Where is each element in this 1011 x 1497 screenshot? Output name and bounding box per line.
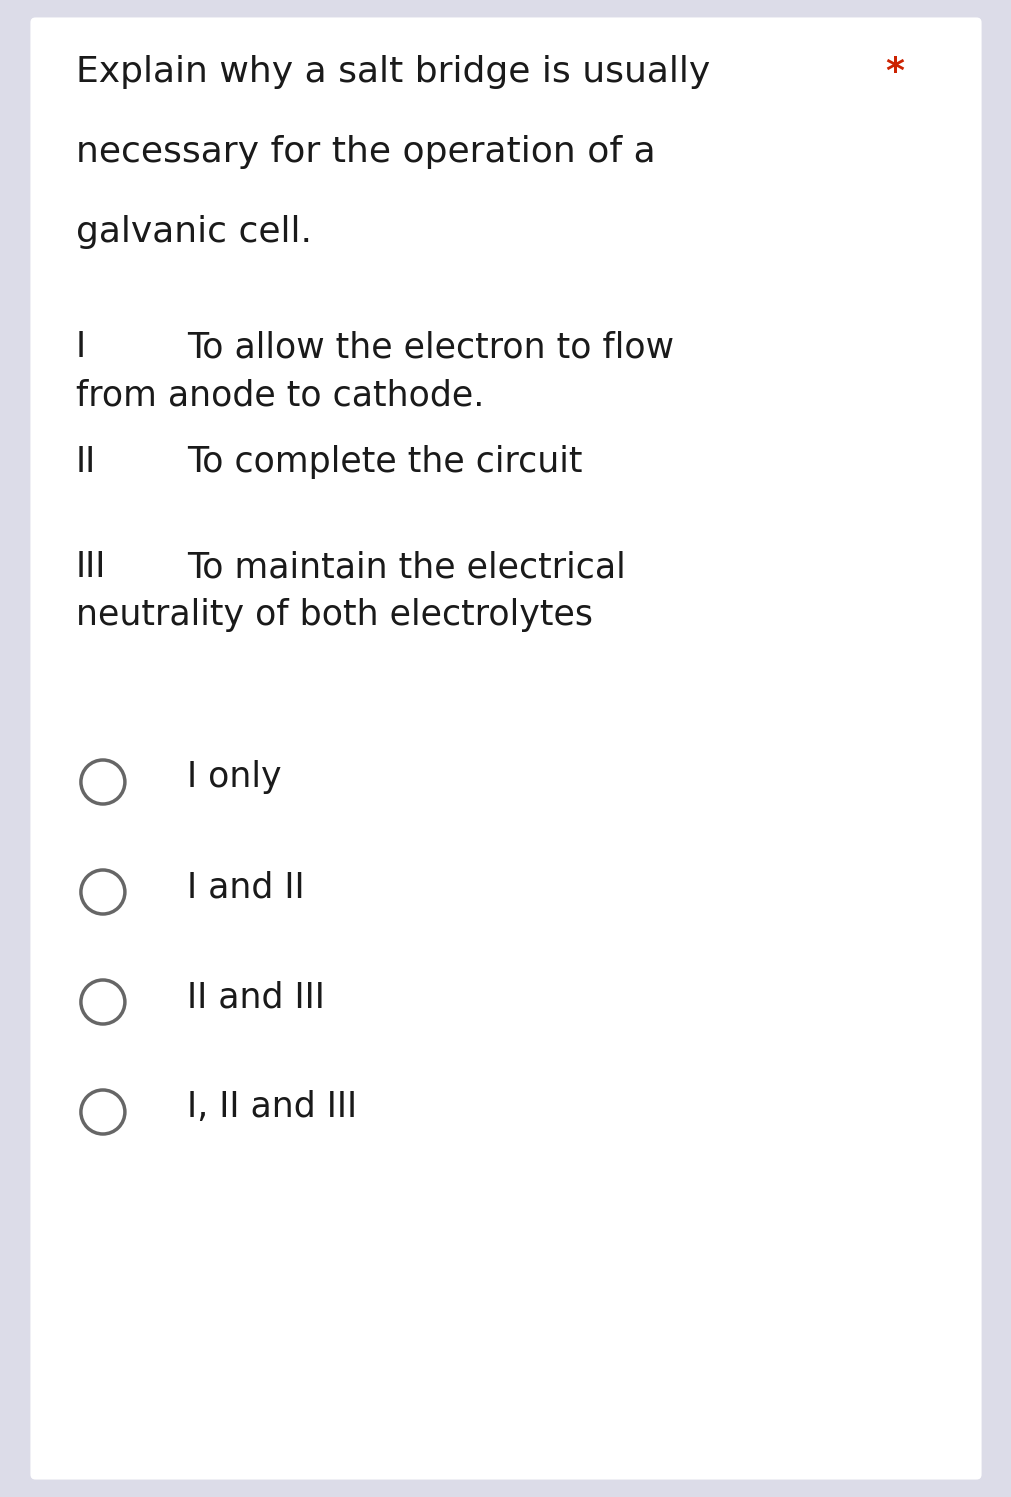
Text: Explain why a salt bridge is usually: Explain why a salt bridge is usually <box>76 55 710 88</box>
Text: II: II <box>76 445 96 479</box>
Text: I, II and III: I, II and III <box>187 1090 357 1124</box>
Text: I only: I only <box>187 760 282 793</box>
Text: *: * <box>885 55 904 88</box>
Text: necessary for the operation of a: necessary for the operation of a <box>76 135 655 169</box>
Text: III: III <box>76 549 106 584</box>
Text: neutrality of both electrolytes: neutrality of both electrolytes <box>76 597 592 632</box>
Text: galvanic cell.: galvanic cell. <box>76 216 311 249</box>
Text: from anode to cathode.: from anode to cathode. <box>76 379 484 412</box>
Text: To complete the circuit: To complete the circuit <box>187 445 582 479</box>
Text: II and III: II and III <box>187 981 325 1013</box>
Text: I: I <box>76 329 86 364</box>
FancyBboxPatch shape <box>30 18 981 1479</box>
Text: To maintain the electrical: To maintain the electrical <box>187 549 626 584</box>
Text: To allow the electron to flow: To allow the electron to flow <box>187 329 673 364</box>
Text: I and II: I and II <box>187 870 304 904</box>
